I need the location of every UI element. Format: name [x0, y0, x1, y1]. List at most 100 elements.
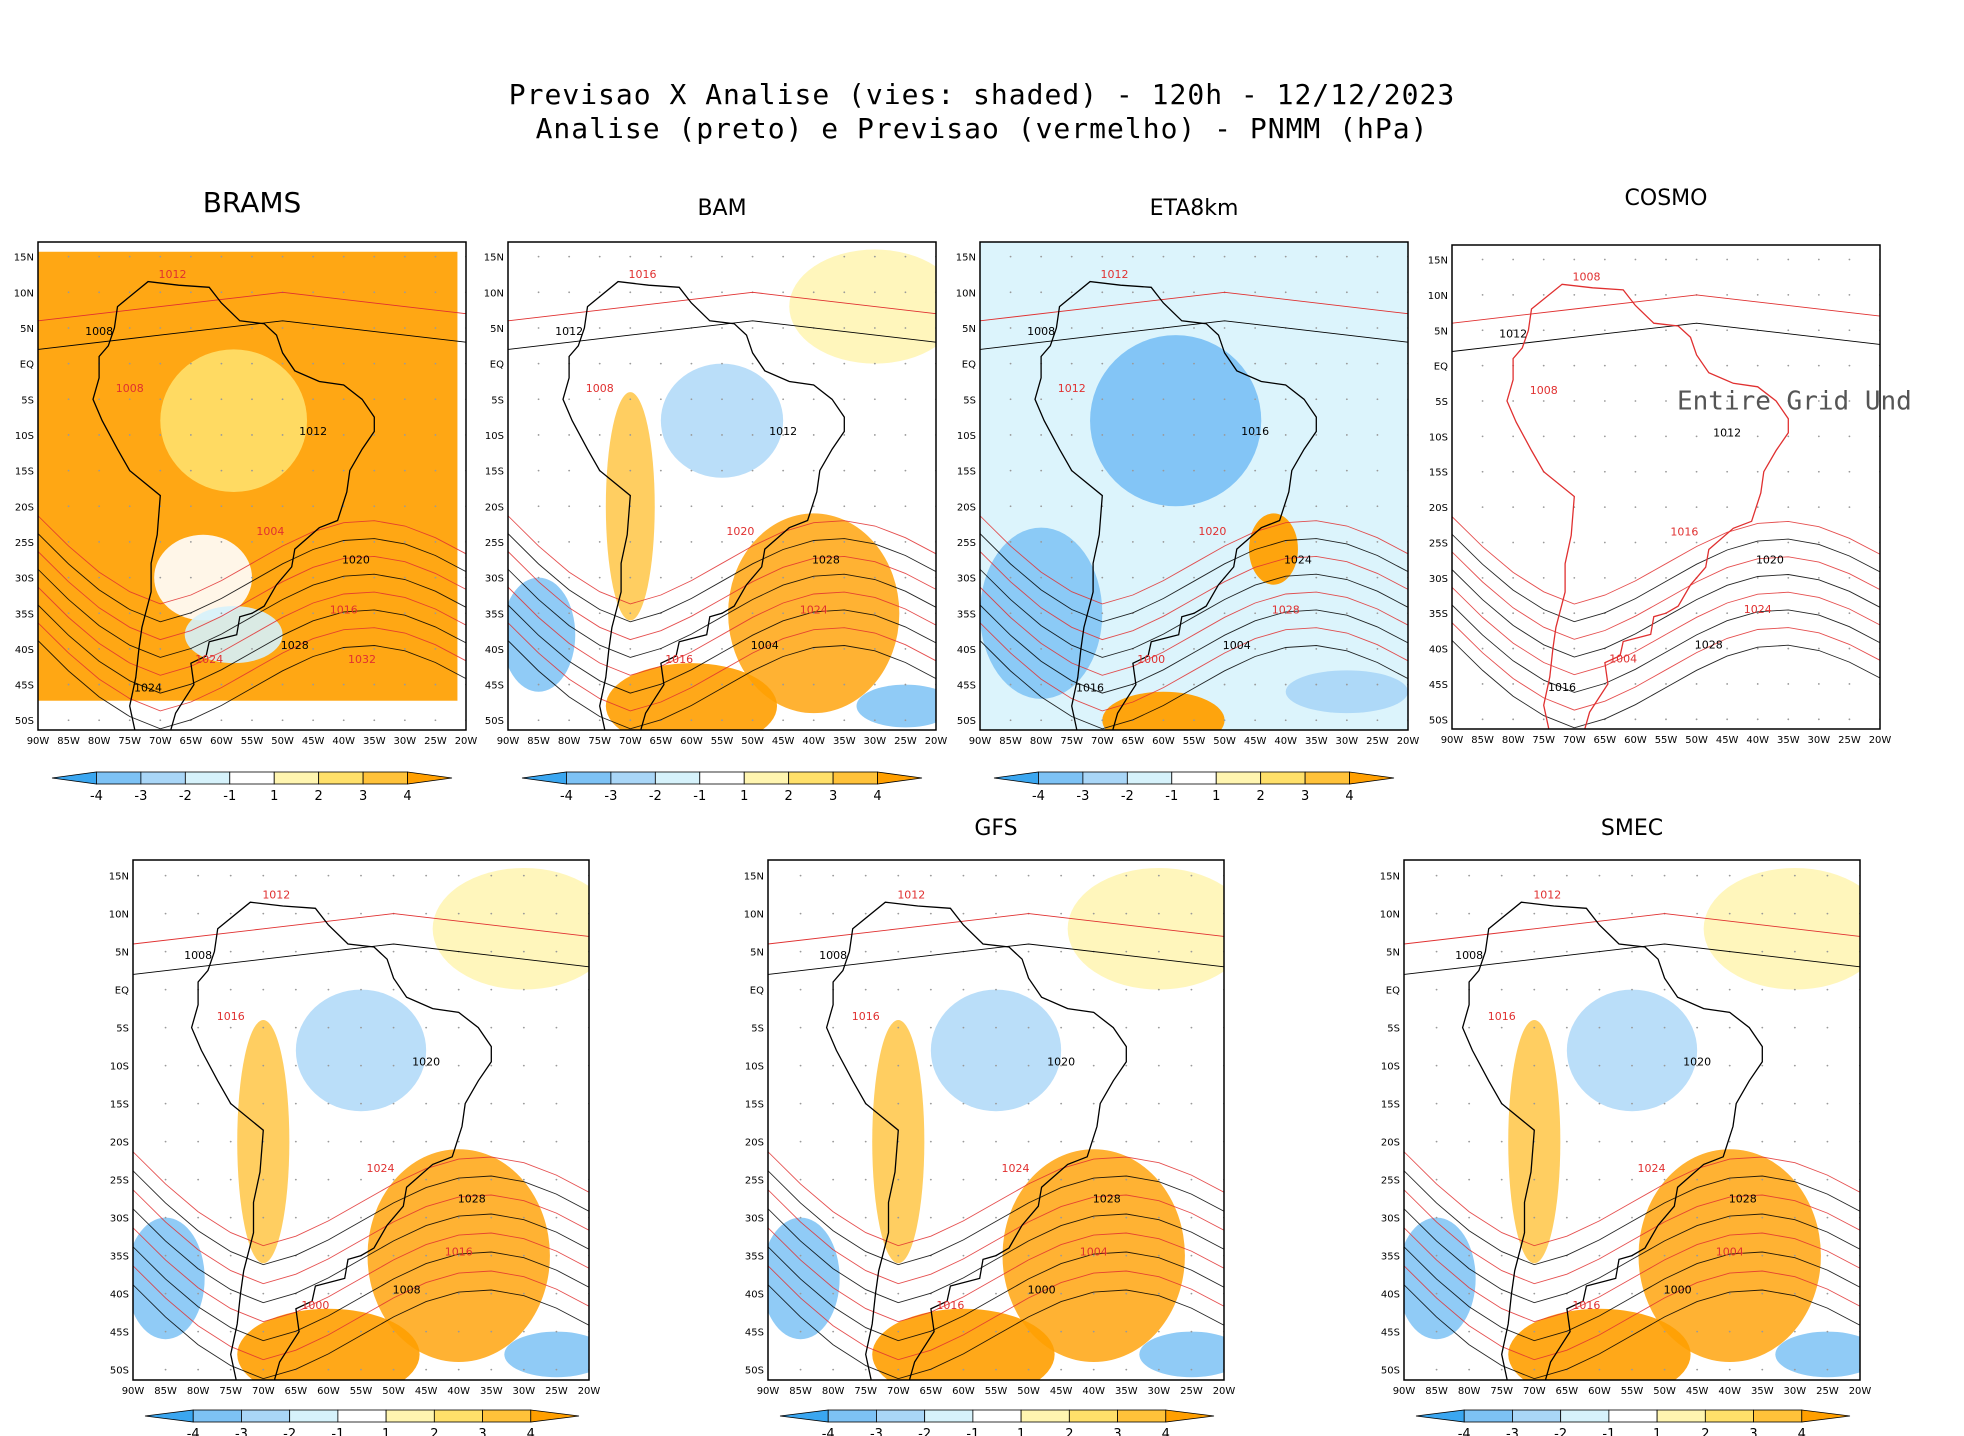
isobar-line	[1452, 604, 1880, 693]
longitude-label: 90W	[122, 1386, 145, 1397]
bias-patch	[872, 1308, 1055, 1380]
longitude-label: 60W	[1588, 1386, 1611, 1397]
isobar-line	[1452, 294, 1880, 324]
longitude-label: 70W	[1523, 1386, 1546, 1397]
longitude-label: 35W	[1305, 736, 1328, 747]
colorbar-tick-label: 4	[1345, 789, 1353, 804]
longitude-label: 60W	[952, 1386, 975, 1397]
isobar-label: 1016	[1572, 1299, 1600, 1312]
isobar-label: 1012	[555, 325, 583, 338]
colorbar-swatch	[1560, 1409, 1610, 1423]
longitude-label: 90W	[497, 736, 520, 747]
longitude-label: 70W	[1563, 735, 1586, 746]
figure-title-line-2: Analise (preto) e Previsao (vermelho) - …	[535, 112, 1429, 145]
latitude-label: 30S	[1381, 1214, 1400, 1225]
isobar-line	[1452, 640, 1880, 729]
isobar-label: 1020	[1047, 1056, 1075, 1069]
isobar-line	[768, 943, 1224, 975]
map-panel-panel5: 1012 1008 1016 1020 1024 1028 1016 1008 1000 15N 1…	[109, 859, 601, 1397]
isobar-label: 1020	[1198, 525, 1226, 538]
latitude-label: EQ	[750, 986, 764, 997]
colorbar-swatch	[566, 771, 612, 785]
isobar-line	[1452, 533, 1880, 623]
longitude-label: 55W	[985, 1386, 1008, 1397]
colorbar-swatch	[1704, 1409, 1754, 1423]
longitude-label: 75W	[1490, 1386, 1513, 1397]
isobar-label: 1008	[586, 382, 614, 395]
longitude-label: 50W	[382, 1386, 405, 1397]
latitude-label: 10S	[1381, 1062, 1400, 1073]
longitude-label: 20W	[925, 736, 948, 747]
isobar-line	[38, 320, 466, 350]
colorbar-swatch	[96, 771, 142, 785]
longitude-label: 40W	[447, 1386, 470, 1397]
latitude-label: 40S	[1429, 645, 1448, 656]
longitude-label: 25W	[545, 1386, 568, 1397]
isobar-line	[980, 604, 1408, 694]
isobar-line	[38, 533, 466, 623]
longitude-label: 20W	[578, 1386, 601, 1397]
latitude-label: 10S	[745, 1062, 764, 1073]
longitude-label: 65W	[1594, 735, 1617, 746]
colorbar-swatch	[699, 771, 745, 785]
colorbar-swatch	[433, 1409, 483, 1423]
latitude-label: 10S	[485, 431, 504, 442]
longitude-label: 30W	[513, 1386, 536, 1397]
latitude-label: EQ	[1434, 362, 1448, 373]
longitude-label: 25W	[424, 736, 447, 747]
coastline	[190, 901, 492, 1380]
colorbar-swatch	[1801, 1409, 1851, 1423]
isobar-label: 1008	[1455, 949, 1483, 962]
latitude-label: 30S	[745, 1214, 764, 1225]
longitude-label: 90W	[757, 1386, 780, 1397]
latitude-label: 15N	[109, 872, 129, 883]
colorbar-tick-label: -3	[134, 789, 147, 804]
colorbar-swatch	[1304, 771, 1350, 785]
longitude-label: 25W	[1816, 1386, 1839, 1397]
colorbar-swatch	[1753, 1409, 1803, 1423]
map-frame	[1451, 244, 1881, 730]
colorbar-swatch	[289, 1409, 339, 1423]
longitude-label: 80W	[88, 736, 111, 747]
isobar-line	[1452, 622, 1880, 711]
latitude-label: 25S	[15, 538, 34, 549]
longitude-label: 70W	[619, 736, 642, 747]
latitude-label: EQ	[20, 360, 34, 371]
latitude-label: 50S	[957, 716, 976, 727]
latitude-label: 15S	[485, 467, 504, 478]
latitude-label: 30S	[110, 1214, 129, 1225]
longitude-label: 75W	[118, 736, 141, 747]
colorbar-tick-label: 1	[382, 1427, 390, 1436]
isobar-label: 1004	[1223, 639, 1251, 652]
coastline	[1506, 283, 1789, 729]
longitude-label: 75W	[854, 1386, 877, 1397]
latitude-label: 15S	[15, 467, 34, 478]
latitude-label: 20S	[1429, 503, 1448, 514]
longitude-label: 25W	[1180, 1386, 1203, 1397]
longitude-label: 75W	[1532, 735, 1555, 746]
latitude-label: 5N	[490, 324, 504, 335]
latitude-label: 10N	[484, 288, 504, 299]
latitude-label: 30S	[1429, 574, 1448, 585]
latitude-label: 15S	[110, 1100, 129, 1111]
bias-patch	[1067, 868, 1224, 990]
longitude-label: 25W	[894, 736, 917, 747]
colorbar-swatch	[521, 771, 567, 785]
isobar-label: 1008	[85, 325, 113, 338]
map-area-cosmo: 1008 1012 1008 1012 1016 1020 1024 1028 1004 1016	[1452, 245, 1880, 729]
latitude-label: 10N	[1428, 291, 1448, 302]
latitude-label: 15N	[484, 253, 504, 264]
colorbar-brams: -4 -3 -2 -1 1 2 3 4	[51, 771, 453, 804]
colorbar-tick-label: 3	[1113, 1427, 1121, 1436]
colorbar-eta8km: -4 -3 -2 -1 1 2 3 4	[993, 771, 1395, 804]
colorbar-panel5: -4 -3 -2 -1 1 2 3 4	[144, 1409, 580, 1436]
latitude-label: 15S	[745, 1100, 764, 1111]
colorbar-swatch	[1512, 1409, 1562, 1423]
colorbar-swatch	[1260, 771, 1306, 785]
bias-patch	[768, 1217, 840, 1340]
latitude-label: 40S	[110, 1290, 129, 1301]
isobar-line	[38, 604, 466, 694]
latitude-label: 40S	[1381, 1290, 1400, 1301]
bias-patch	[1139, 1331, 1224, 1378]
